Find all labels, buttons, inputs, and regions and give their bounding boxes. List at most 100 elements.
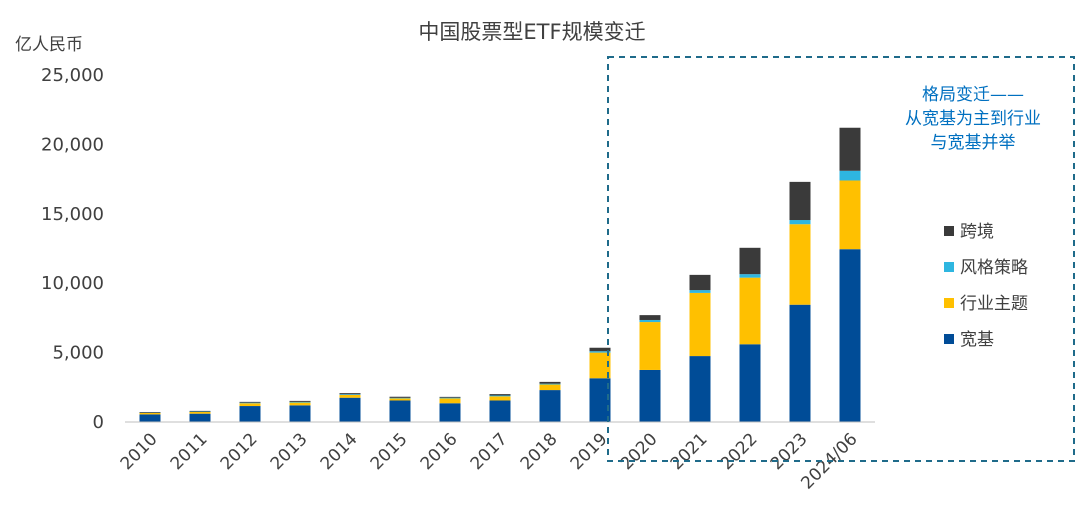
bar-segment bbox=[589, 352, 611, 379]
bar-segment bbox=[689, 274, 711, 291]
bar-segment bbox=[189, 410, 211, 412]
x-tick-label: 2015 bbox=[367, 429, 412, 474]
bar-stack bbox=[589, 347, 611, 422]
bar-segment bbox=[489, 395, 511, 397]
x-tick-label: 2011 bbox=[167, 429, 212, 474]
legend-label: 行业主题 bbox=[960, 294, 1028, 314]
bar-segment bbox=[139, 412, 161, 413]
bar-segment bbox=[239, 406, 261, 422]
legend-label: 宽基 bbox=[960, 330, 994, 350]
bar-stack bbox=[389, 396, 411, 422]
bar-segment bbox=[739, 344, 761, 422]
bar-stack bbox=[489, 394, 511, 422]
bar-segment bbox=[189, 412, 211, 414]
bar-segment bbox=[789, 224, 811, 305]
legend-item: 跨境 bbox=[944, 222, 994, 242]
bar-segment bbox=[139, 414, 161, 422]
x-tick-label: 2012 bbox=[217, 429, 262, 474]
bar-stack bbox=[739, 247, 761, 422]
bar-stack bbox=[189, 410, 211, 422]
annotation-line: 从宽基为主到行业 bbox=[905, 109, 1041, 129]
legend-swatch bbox=[944, 334, 954, 344]
bar-stack bbox=[639, 315, 661, 422]
bar-segment bbox=[389, 396, 411, 398]
bar-stack bbox=[339, 393, 361, 422]
legend-swatch bbox=[944, 262, 954, 272]
bar-segment bbox=[789, 220, 811, 225]
x-tick-label: 2019 bbox=[567, 429, 612, 474]
bar-segment bbox=[439, 397, 461, 399]
y-axis-unit-label: 亿人民币 bbox=[15, 35, 83, 55]
bar-segment bbox=[239, 401, 261, 403]
x-tick-label: 2023 bbox=[767, 429, 812, 474]
bar-segment bbox=[239, 403, 261, 407]
x-tick-label: 2013 bbox=[267, 429, 312, 474]
bar-segment bbox=[589, 347, 611, 352]
bar-stack bbox=[439, 396, 461, 422]
bar-segment bbox=[189, 413, 211, 422]
bar-segment bbox=[589, 378, 611, 422]
x-tick-label: 2020 bbox=[617, 429, 662, 474]
annotation-line: 格局变迁—— bbox=[922, 85, 1024, 105]
bar-segment bbox=[739, 274, 761, 278]
bar-stack bbox=[689, 274, 711, 422]
bar-segment bbox=[839, 249, 861, 422]
legend-item: 行业主题 bbox=[944, 294, 1028, 314]
x-tick-label: 2022 bbox=[717, 429, 762, 474]
bar-segment bbox=[689, 356, 711, 422]
x-tick-label: 2018 bbox=[517, 429, 562, 474]
bar-segment bbox=[239, 402, 261, 404]
bar-segment bbox=[539, 383, 561, 385]
y-tick-label: 0 bbox=[93, 412, 104, 433]
bar-segment bbox=[589, 351, 611, 353]
bar-segment bbox=[639, 322, 661, 370]
bar-segment bbox=[339, 394, 361, 398]
legend-label: 跨境 bbox=[960, 222, 994, 242]
bar-segment bbox=[639, 319, 661, 323]
bar-segment bbox=[689, 292, 711, 357]
bar-segment bbox=[539, 390, 561, 422]
bar-segment bbox=[289, 400, 311, 402]
chart-title: 中国股票型ETF规模变迁 bbox=[418, 20, 645, 44]
bar-segment bbox=[289, 401, 311, 403]
bar-segment bbox=[839, 170, 861, 181]
x-tick-label: 2016 bbox=[417, 429, 462, 474]
bar-stack bbox=[139, 412, 161, 422]
bar-segment bbox=[839, 180, 861, 250]
y-tick-label: 5,000 bbox=[52, 343, 104, 364]
bar-segment bbox=[439, 403, 461, 422]
legend-item: 宽基 bbox=[944, 330, 994, 350]
bar-segment bbox=[539, 381, 561, 384]
bar-stack bbox=[539, 381, 561, 422]
bar-segment bbox=[439, 398, 461, 404]
y-axis-ticks: 0 5,000 10,000 15,000 20,000 25,000 bbox=[41, 65, 104, 433]
y-tick-label: 20,000 bbox=[41, 134, 104, 155]
legend-label: 风格策略 bbox=[960, 258, 1028, 278]
x-tick-label: 2021 bbox=[667, 429, 712, 474]
bar-segment bbox=[639, 369, 661, 422]
y-tick-label: 10,000 bbox=[41, 273, 104, 294]
bar-segment bbox=[489, 394, 511, 396]
y-tick-label: 15,000 bbox=[41, 204, 104, 225]
bar-stack bbox=[839, 127, 861, 422]
annotation-line: 与宽基并举 bbox=[931, 133, 1016, 153]
bar-segment bbox=[389, 398, 411, 401]
bar-segment bbox=[689, 290, 711, 293]
bar-segment bbox=[639, 315, 661, 320]
bar-segment bbox=[289, 405, 311, 422]
legend-swatch bbox=[944, 226, 954, 236]
bar-segment bbox=[339, 394, 361, 395]
x-tick-label: 2017 bbox=[467, 429, 512, 474]
bar-stack bbox=[289, 400, 311, 422]
bar-stacks bbox=[139, 127, 861, 422]
bar-segment bbox=[739, 277, 761, 345]
bar-segment bbox=[739, 247, 761, 275]
legend-item: 风格策略 bbox=[944, 258, 1028, 278]
bar-segment bbox=[789, 181, 811, 221]
bar-segment bbox=[339, 397, 361, 422]
bar-segment bbox=[439, 396, 461, 398]
bar-segment bbox=[389, 397, 411, 399]
